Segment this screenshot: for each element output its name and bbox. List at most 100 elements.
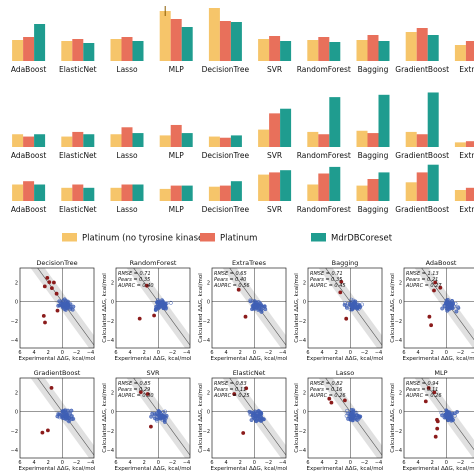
data-point — [154, 411, 159, 416]
bar-ElasticNet-3 — [83, 134, 95, 147]
bar-ExtraTrees-2 — [465, 41, 474, 61]
outlier-point — [236, 287, 241, 292]
scatter-frame — [307, 267, 383, 349]
y-axis-label: Calculated ΔΔG, kcal/mol — [102, 273, 108, 343]
tick-label-ExtraTrees: ExtraT — [459, 65, 474, 74]
scatter-title: GradientBoost — [34, 369, 81, 377]
metric-1: RMSE = 0.71 — [310, 271, 343, 277]
bar-Bagging-2 — [367, 133, 379, 147]
x-tick: 6 — [18, 350, 21, 356]
identity-line — [421, 268, 474, 341]
outlier-point — [46, 428, 50, 433]
data-point — [351, 413, 356, 418]
data-point — [61, 409, 65, 414]
x-tick: −2 — [265, 350, 272, 356]
outlier-point — [243, 314, 248, 319]
data-point — [168, 300, 173, 305]
bar-Bagging-1 — [356, 130, 368, 147]
y-tick: −4 — [299, 338, 306, 344]
scatter-title: AdaBoost — [426, 259, 457, 267]
bar-ExtraTrees-1 — [454, 142, 466, 147]
x-tick: 4 — [33, 460, 36, 466]
x-axis-label: Experimental ΔΔG, kcal/mol — [19, 466, 96, 472]
data-point — [445, 308, 450, 313]
data-point — [444, 301, 449, 306]
x-tick: 2 — [47, 460, 50, 466]
bar-ElasticNet-2 — [72, 184, 84, 201]
outlier-point — [138, 390, 143, 394]
outlier-point — [42, 284, 47, 289]
x-tick: 2 — [239, 460, 242, 466]
y-tick: −4 — [11, 338, 18, 344]
y-tick: 0 — [111, 300, 114, 306]
data-point — [152, 416, 157, 421]
data-point — [456, 306, 461, 310]
x-axis-label: Experimental ΔΔG, kcal/mol — [403, 466, 474, 472]
data-point — [156, 413, 161, 418]
scatter-frame — [19, 377, 95, 459]
metric-3: AUPRC = 0.45 — [309, 283, 346, 289]
data-point — [256, 307, 261, 312]
scatter-title: MLP — [434, 369, 447, 377]
outlier-point — [435, 426, 440, 431]
data-point — [252, 305, 257, 309]
x-tick: −4 — [375, 460, 382, 466]
data-point — [447, 411, 451, 416]
outlier-point — [45, 276, 50, 280]
y-tick: 0 — [303, 410, 306, 416]
tick-label-DecisionTree: DecisionTree — [202, 205, 250, 214]
bar-SVR-2 — [269, 36, 281, 61]
identity-line — [133, 268, 190, 346]
bar-ElasticNet-3 — [83, 43, 95, 61]
bar-SVR-3 — [280, 170, 292, 201]
scatter-frame — [403, 267, 474, 349]
y-axis-label: Calculated ΔΔG, kcal/mol — [390, 383, 396, 453]
data-point — [343, 301, 348, 306]
bar-Bagging-2 — [367, 179, 379, 201]
bar-RandomForest-1 — [307, 40, 319, 61]
data-point — [348, 417, 353, 422]
metric-3: AUPRC = 0.30 — [117, 393, 154, 399]
outlier-point — [329, 400, 334, 405]
metric-2: Pears = 0.29 — [118, 387, 150, 393]
identity-line — [229, 268, 286, 346]
data-point — [262, 304, 267, 309]
bar-Lasso-1 — [110, 134, 122, 147]
bar-ElasticNet-2 — [72, 39, 84, 61]
x-tick: 6 — [306, 460, 309, 466]
x-tick: −4 — [471, 350, 474, 356]
data-point — [66, 299, 70, 304]
scatter-title: Bagging — [332, 259, 359, 267]
bar-MLP-2 — [170, 19, 182, 61]
outlier-point — [55, 308, 60, 313]
bar-GradientBoost-3 — [427, 35, 439, 61]
x-tick: −2 — [361, 350, 368, 356]
x-tick: 6 — [210, 460, 213, 466]
tick-label-RandomForest: RandomForest — [297, 65, 351, 74]
x-tick: 2 — [431, 350, 434, 356]
data-point — [450, 417, 455, 422]
metric-3: AUPRC = 0.27 — [405, 283, 442, 289]
data-point — [154, 418, 159, 423]
data-point — [154, 304, 159, 309]
data-point — [257, 417, 262, 422]
identity-line — [229, 378, 286, 456]
y-tick: 2 — [399, 390, 402, 396]
data-point — [71, 416, 76, 421]
outlier-point — [344, 316, 349, 321]
tick-label-Lasso: Lasso — [116, 205, 138, 214]
y-axis-label: Calculated ΔΔG, kcal/mol — [198, 383, 204, 453]
data-point — [453, 301, 458, 306]
tick-label-ExtraTrees: ExtraT — [459, 151, 474, 160]
outlier-point — [432, 288, 436, 293]
x-tick: 0 — [253, 350, 256, 356]
bar-ExtraTrees-2 — [465, 187, 474, 201]
bar-GradientBoost-3 — [427, 92, 439, 147]
tick-label-Bagging: Bagging — [358, 205, 389, 214]
bar-ElasticNet-1 — [61, 41, 73, 61]
bar-DecisionTree-1 — [208, 186, 220, 201]
identity-line — [133, 378, 190, 456]
y-tick: 2 — [15, 280, 18, 286]
outlier-point — [426, 386, 431, 390]
